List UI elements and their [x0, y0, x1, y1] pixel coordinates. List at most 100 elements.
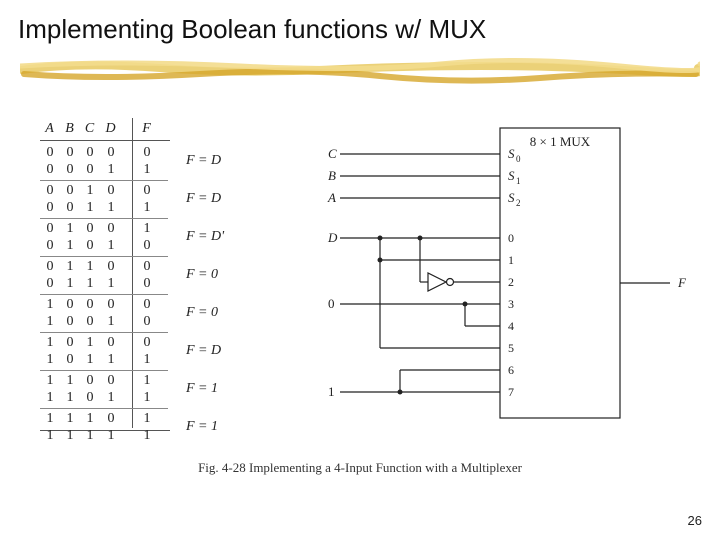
group-divider	[40, 332, 168, 333]
table-cell: 1	[40, 427, 60, 445]
table-cell: 0	[80, 237, 100, 255]
table-row: 10100F = D	[40, 334, 246, 352]
table-cell: 0	[40, 161, 60, 179]
output-label: F	[677, 275, 687, 290]
table-cell: 0	[60, 334, 80, 352]
table-row: 11001F = 1	[40, 372, 246, 390]
figure-caption: Fig. 4-28 Implementing a 4-Input Functio…	[0, 460, 720, 476]
table-cell: 1	[100, 389, 122, 407]
page-title: Implementing Boolean functions w/ MUX	[18, 14, 486, 45]
row-expr: F = 0	[186, 266, 246, 284]
table-cell: 0	[40, 275, 60, 293]
col-header-c: C	[80, 120, 100, 138]
table-cell: 1	[80, 275, 100, 293]
table-row: 01100F = 0	[40, 258, 246, 276]
table-cell: 0	[136, 275, 158, 293]
table-cell: 0	[136, 296, 158, 314]
table-cell: 0	[60, 351, 80, 369]
table-cell: 1	[80, 199, 100, 217]
title-underline	[20, 56, 700, 86]
table-cell: 0	[80, 389, 100, 407]
group-divider	[40, 218, 168, 219]
table-cell: 1	[60, 427, 80, 445]
mux-circuit-diagram: 8 × 1 MUXCS0BS1AS201234567D01F	[300, 120, 700, 440]
row-expr: F = 1	[186, 418, 246, 436]
table-cell: 0	[100, 220, 122, 238]
table-cell: 0	[80, 296, 100, 314]
col-header-d: D	[100, 120, 122, 138]
data-pin-label: 7	[508, 385, 514, 399]
table-cell: 1	[60, 258, 80, 276]
table-cell: 1	[136, 389, 158, 407]
table-row: 00000F = D	[40, 144, 246, 162]
select-pin-label: S0	[508, 146, 521, 164]
svg-text:S: S	[508, 190, 515, 205]
table-cell: 0	[40, 182, 60, 200]
data-pin-label: 1	[508, 253, 514, 267]
row-expr: F = 1	[186, 380, 246, 398]
table-cell: 0	[40, 220, 60, 238]
table-cell: 0	[100, 258, 122, 276]
select-wire-label: B	[328, 168, 336, 183]
table-cell: 1	[100, 275, 122, 293]
table-cell: 0	[136, 182, 158, 200]
table-cell: 0	[100, 182, 122, 200]
table-cell: 1	[40, 296, 60, 314]
table-cell: 1	[136, 372, 158, 390]
table-cell: 1	[80, 427, 100, 445]
table-cell: 1	[136, 161, 158, 179]
figure-text: Implementing a 4-Input Function with a M…	[246, 460, 522, 475]
table-cell: 1	[80, 182, 100, 200]
zero-wire-label: 0	[328, 296, 335, 311]
inverter-icon	[428, 273, 446, 291]
mux-title: 8 × 1 MUX	[530, 134, 591, 149]
table-cell: 0	[136, 334, 158, 352]
table-cell: 1	[136, 427, 158, 445]
table-cell: 0	[80, 144, 100, 162]
table-cell: 0	[60, 144, 80, 162]
group-divider	[40, 370, 168, 371]
table-row: 00100F = D	[40, 182, 246, 200]
table-cell: 0	[100, 334, 122, 352]
col-header-f: F	[136, 120, 158, 138]
table-row: 01001F = D'	[40, 220, 246, 238]
table-cell: 1	[100, 237, 122, 255]
select-pin-label: S1	[508, 168, 521, 186]
table-cell: 0	[60, 161, 80, 179]
group-divider	[40, 256, 168, 257]
table-cell: 1	[136, 220, 158, 238]
table-cell: 0	[60, 313, 80, 331]
svg-text:S: S	[508, 146, 515, 161]
table-cell: 1	[100, 427, 122, 445]
row-expr: F = D	[186, 152, 246, 170]
table-cell: 0	[80, 372, 100, 390]
table-cell: 1	[136, 410, 158, 428]
col-header-a: A	[40, 120, 60, 138]
table-cell: 1	[136, 199, 158, 217]
table-cell: 0	[40, 237, 60, 255]
table-cell: 1	[40, 313, 60, 331]
table-cell: 0	[60, 199, 80, 217]
inverter-bubble	[447, 279, 454, 286]
table-cell: 0	[136, 313, 158, 331]
select-pin-label: S2	[508, 190, 521, 208]
table-cell: 1	[40, 372, 60, 390]
mux-box	[500, 128, 620, 418]
table-cell: 0	[136, 144, 158, 162]
table-cell: 1	[100, 199, 122, 217]
table-cell: 0	[100, 372, 122, 390]
table-cell: 0	[80, 313, 100, 331]
table-cell: 0	[100, 144, 122, 162]
data-pin-label: 2	[508, 275, 514, 289]
table-cell: 1	[40, 334, 60, 352]
group-divider	[40, 294, 168, 295]
data-pin-label: 5	[508, 341, 514, 355]
table-cell: 1	[136, 351, 158, 369]
table-cell: 1	[60, 372, 80, 390]
table-cell: 1	[80, 410, 100, 428]
select-wire-label: A	[327, 190, 336, 205]
table-cell: 0	[80, 220, 100, 238]
table-cell: 0	[100, 296, 122, 314]
table-cell: 1	[60, 275, 80, 293]
table-cell: 0	[40, 199, 60, 217]
